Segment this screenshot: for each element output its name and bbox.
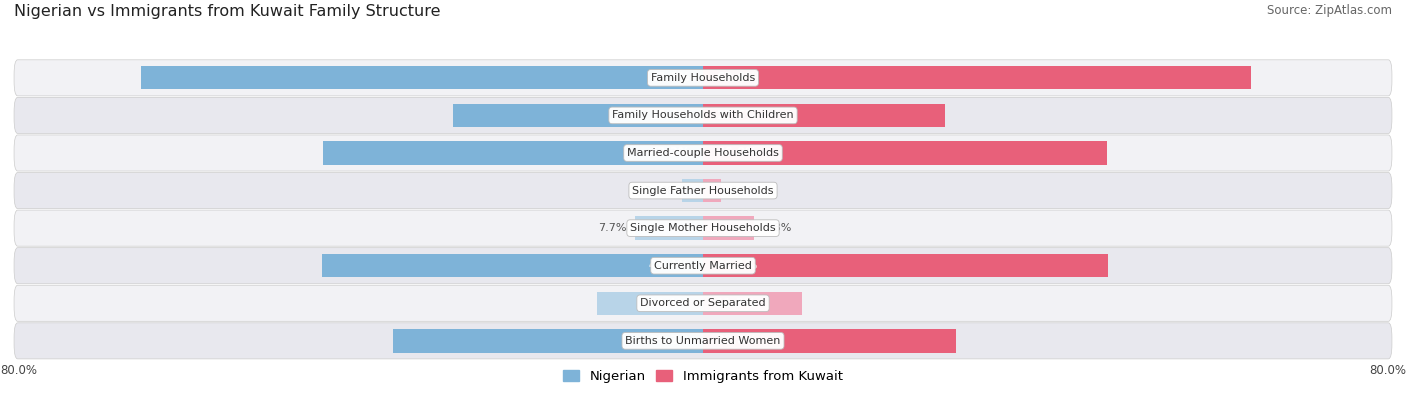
Text: 11.3%: 11.3% bbox=[716, 297, 756, 310]
Text: Births to Unmarried Women: Births to Unmarried Women bbox=[626, 336, 780, 346]
Text: Family Households: Family Households bbox=[651, 73, 755, 83]
Text: 43.2%: 43.2% bbox=[650, 147, 690, 160]
Bar bbox=[596, 292, 703, 315]
FancyBboxPatch shape bbox=[14, 248, 1392, 284]
Bar bbox=[323, 141, 703, 165]
Text: 12.1%: 12.1% bbox=[650, 297, 690, 310]
Bar bbox=[703, 292, 803, 315]
Text: 2.1%: 2.1% bbox=[730, 186, 759, 196]
Legend: Nigerian, Immigrants from Kuwait: Nigerian, Immigrants from Kuwait bbox=[558, 365, 848, 388]
Text: 80.0%: 80.0% bbox=[0, 364, 37, 377]
Bar bbox=[703, 254, 1108, 277]
FancyBboxPatch shape bbox=[14, 98, 1392, 134]
Bar bbox=[703, 179, 721, 202]
Bar bbox=[703, 141, 1108, 165]
Text: 7.7%: 7.7% bbox=[598, 223, 627, 233]
FancyBboxPatch shape bbox=[14, 135, 1392, 171]
Text: 2.4%: 2.4% bbox=[644, 186, 673, 196]
Text: 63.9%: 63.9% bbox=[648, 71, 690, 85]
Text: 5.8%: 5.8% bbox=[762, 223, 792, 233]
Text: 46.0%: 46.0% bbox=[716, 147, 758, 160]
FancyBboxPatch shape bbox=[14, 323, 1392, 359]
Text: 80.0%: 80.0% bbox=[1369, 364, 1406, 377]
FancyBboxPatch shape bbox=[14, 60, 1392, 96]
Text: 35.3%: 35.3% bbox=[650, 334, 690, 347]
Text: 28.8%: 28.8% bbox=[716, 334, 758, 347]
FancyBboxPatch shape bbox=[14, 210, 1392, 246]
Text: 27.5%: 27.5% bbox=[716, 109, 756, 122]
Text: Source: ZipAtlas.com: Source: ZipAtlas.com bbox=[1267, 4, 1392, 17]
Text: Single Mother Households: Single Mother Households bbox=[630, 223, 776, 233]
Text: 43.4%: 43.4% bbox=[648, 259, 690, 272]
Text: Divorced or Separated: Divorced or Separated bbox=[640, 298, 766, 308]
Bar bbox=[703, 329, 956, 352]
FancyBboxPatch shape bbox=[14, 285, 1392, 321]
Text: Married-couple Households: Married-couple Households bbox=[627, 148, 779, 158]
Bar bbox=[636, 216, 703, 240]
Text: Currently Married: Currently Married bbox=[654, 261, 752, 271]
Text: 62.4%: 62.4% bbox=[716, 71, 758, 85]
Bar bbox=[454, 104, 703, 127]
Text: 28.4%: 28.4% bbox=[648, 109, 690, 122]
Text: Family Households with Children: Family Households with Children bbox=[612, 111, 794, 120]
Bar bbox=[703, 104, 945, 127]
Bar bbox=[142, 66, 703, 90]
Bar bbox=[703, 66, 1251, 90]
Bar bbox=[682, 179, 703, 202]
Text: 46.1%: 46.1% bbox=[716, 259, 758, 272]
Text: Nigerian vs Immigrants from Kuwait Family Structure: Nigerian vs Immigrants from Kuwait Famil… bbox=[14, 4, 440, 19]
FancyBboxPatch shape bbox=[14, 173, 1392, 209]
Bar bbox=[322, 254, 703, 277]
Bar bbox=[703, 216, 754, 240]
Text: Single Father Households: Single Father Households bbox=[633, 186, 773, 196]
Bar bbox=[392, 329, 703, 352]
